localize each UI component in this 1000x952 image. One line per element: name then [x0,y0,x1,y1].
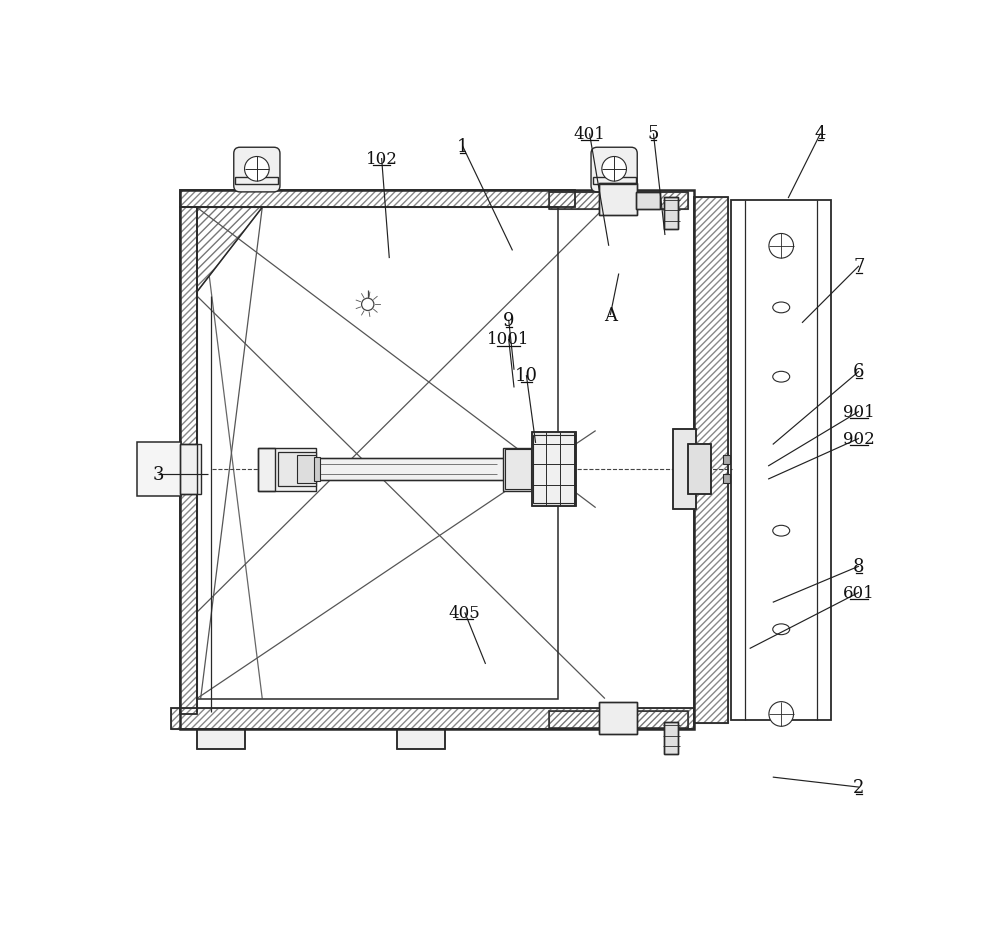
Bar [532,433,576,506]
Bar [258,448,275,491]
Bar [549,192,688,209]
Circle shape [769,702,794,726]
Polygon shape [197,208,262,292]
Text: 1: 1 [457,137,468,155]
Bar [599,702,637,734]
Text: 9: 9 [503,311,514,329]
Text: 7: 7 [853,258,865,275]
Text: 8: 8 [853,558,865,576]
Ellipse shape [773,372,790,383]
Bar [673,429,696,509]
Bar [664,197,678,229]
Bar [180,191,694,729]
Bar [688,445,711,494]
Bar [600,185,636,214]
Bar [235,177,278,185]
Text: 3: 3 [153,466,164,484]
Bar [180,191,575,208]
Bar [235,177,278,185]
Text: 4: 4 [815,126,826,143]
Bar [137,443,181,497]
Bar [171,708,694,729]
Text: 2: 2 [853,779,865,796]
Bar [197,208,558,699]
Text: 401: 401 [574,126,605,143]
Bar [664,722,678,754]
Bar [180,445,201,494]
Circle shape [245,157,269,182]
Bar [636,192,660,209]
Ellipse shape [773,526,790,537]
Bar [533,436,575,504]
Bar [505,449,531,489]
Text: 10: 10 [515,367,538,385]
Bar [314,457,320,482]
Bar [723,474,730,484]
Bar [532,433,576,506]
Bar [731,200,831,721]
Text: 5: 5 [648,126,659,143]
Text: 1001: 1001 [487,331,530,348]
Circle shape [769,234,794,259]
Circle shape [602,157,626,182]
Bar [397,729,445,749]
Text: 601: 601 [843,585,875,601]
Bar [636,192,660,209]
Bar [599,702,637,734]
Bar [297,456,316,484]
Bar [664,722,678,754]
Text: A: A [604,307,617,325]
Bar [600,704,636,733]
Ellipse shape [773,625,790,635]
Bar [180,445,197,494]
Bar [593,177,636,185]
Bar [197,729,245,749]
Bar [180,208,197,714]
Bar [664,197,678,229]
Bar [599,184,637,216]
Bar [599,184,637,216]
Text: 6: 6 [853,363,865,381]
Bar [197,729,245,749]
Bar [694,197,728,724]
Bar [180,208,197,714]
Bar [688,445,711,494]
Bar [503,448,533,491]
Bar [318,459,559,481]
Bar [593,177,636,185]
Bar [549,711,688,728]
FancyBboxPatch shape [234,149,280,192]
Bar [549,192,688,209]
Text: 902: 902 [843,430,875,447]
Text: 901: 901 [843,404,875,421]
Bar [694,197,728,724]
Bar [723,456,730,465]
Text: 405: 405 [449,605,481,621]
Bar [278,453,316,486]
Bar [673,429,696,509]
Bar [258,448,275,491]
Text: 102: 102 [366,150,398,168]
Ellipse shape [773,303,790,313]
Bar [258,448,316,491]
FancyBboxPatch shape [591,149,637,192]
Bar [397,729,445,749]
Bar [171,708,694,729]
Bar [180,191,575,208]
Bar [549,711,688,728]
Bar [674,431,694,508]
Circle shape [362,299,374,311]
Bar [180,445,197,494]
